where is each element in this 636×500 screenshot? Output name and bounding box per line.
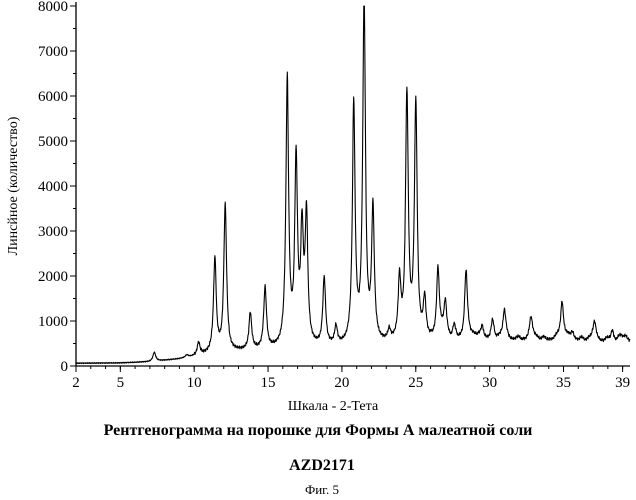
y-tick-label: 5000 — [38, 134, 68, 150]
y-axis-ticks: 0 1000 2000 3000 4000 5000 6000 7000 8000 — [38, 0, 76, 375]
y-tick-label: 4000 — [38, 179, 68, 195]
figure-title: Рентгенограмма на порошке для Формы А ма… — [0, 422, 636, 440]
x-tick-label: 2 — [72, 375, 80, 391]
y-tick-label: 2000 — [38, 269, 68, 285]
y-tick-label: 8000 — [38, 0, 68, 15]
x-tick-label: 30 — [482, 375, 497, 391]
x-axis-ticks: 2510152025303539 — [72, 366, 630, 391]
diffraction-trace — [76, 6, 630, 364]
xrpd-chart: 010002000300040005000600070008000 251015… — [0, 0, 636, 420]
figure-number: Фиг. 5 — [0, 482, 636, 498]
x-tick-label: 35 — [556, 375, 571, 391]
y-tick-label: 6000 — [38, 89, 68, 105]
y-tick-label: 1000 — [38, 314, 68, 330]
x-tick-label: 5 — [117, 375, 125, 391]
x-axis-label: Шкала - 2-Тета — [288, 399, 379, 414]
compound-name: AZD2171 — [0, 457, 636, 475]
x-tick-label: 39 — [615, 375, 630, 391]
y-tick-label: 7000 — [38, 44, 68, 60]
y-tick-label: 0 — [61, 359, 69, 375]
y-axis-label: Линсйное (количество) — [6, 116, 21, 255]
y-tick-label: 3000 — [38, 224, 68, 240]
x-tick-label: 10 — [187, 375, 202, 391]
x-tick-label: 25 — [408, 375, 423, 391]
x-tick-label: 20 — [334, 375, 349, 391]
x-tick-label: 15 — [261, 375, 276, 391]
